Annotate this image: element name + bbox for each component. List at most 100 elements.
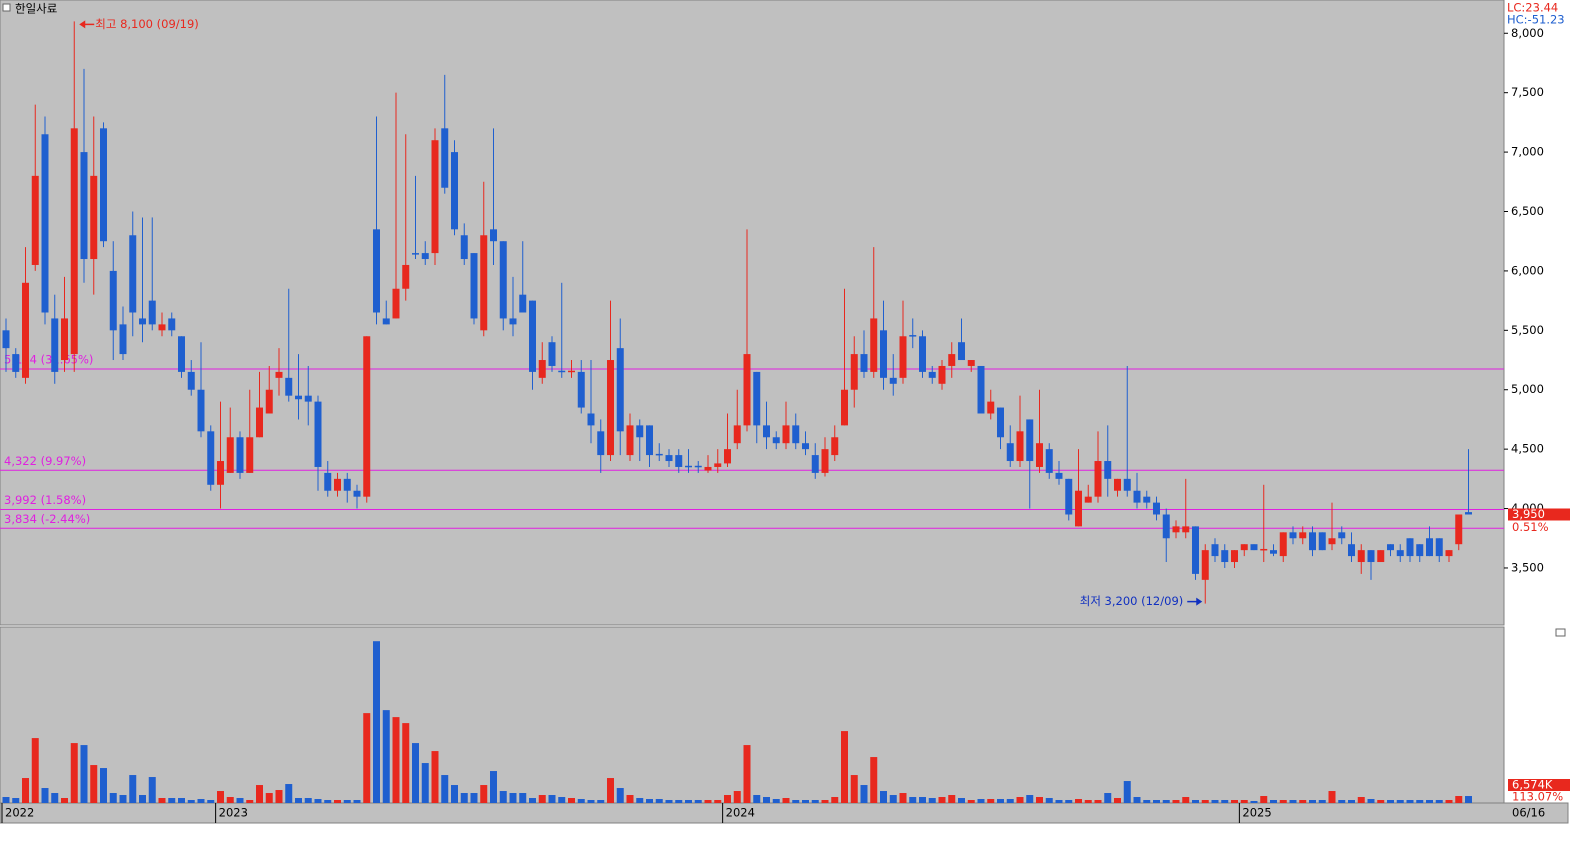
volume-bar [967, 800, 975, 803]
volume-bar [841, 731, 848, 803]
volume-bar [792, 800, 800, 803]
volume-bar [295, 798, 302, 803]
candle-body [441, 128, 449, 188]
volume-bar [1299, 800, 1307, 803]
volume-bar [392, 717, 400, 803]
candle-body [841, 389, 848, 426]
volume-bar [743, 745, 751, 803]
volume-bar [987, 799, 995, 803]
volume-bar [1123, 781, 1131, 803]
volume-bar [431, 751, 439, 803]
candle-body [148, 300, 156, 325]
candle-body [870, 318, 878, 372]
candle-body [12, 354, 20, 372]
x-tick-label: 2024 [726, 806, 755, 820]
candle-body [460, 235, 468, 260]
candle-body [1289, 532, 1297, 539]
volume-bar [148, 777, 156, 803]
volume-pane [0, 626, 1505, 804]
volume-bar [880, 791, 887, 803]
volume-bar [31, 738, 39, 803]
volume-bar [1289, 800, 1297, 803]
volume-bar [265, 793, 273, 803]
candle-body [880, 330, 887, 378]
last-price-change: 0.51% [1512, 520, 1549, 534]
candle-body [558, 370, 566, 373]
candle-body [792, 425, 800, 444]
candle-body [392, 288, 400, 319]
candle-body [178, 336, 185, 372]
annotation-arrowhead [79, 20, 86, 29]
candle-body [402, 264, 410, 289]
candle-body [909, 335, 917, 337]
candle-body [1211, 544, 1219, 557]
candle-body [568, 370, 575, 373]
candle-body [948, 354, 956, 366]
candle-body [655, 453, 663, 456]
candle-body [1377, 550, 1385, 563]
volume-bar [753, 795, 761, 803]
volume-bar [948, 795, 956, 803]
candle-body [509, 318, 517, 325]
candle-body [1406, 538, 1414, 557]
y-tick-label: 6,000 [1511, 263, 1544, 277]
candle-body [314, 401, 322, 467]
pane-button[interactable] [1555, 628, 1566, 637]
candle-body [967, 360, 975, 366]
volume-bar [1387, 800, 1394, 803]
volume-bar [139, 795, 146, 803]
volume-bar [850, 775, 858, 803]
candle-body [753, 371, 761, 426]
candle-body [236, 437, 244, 473]
candle-body [2, 330, 10, 349]
volume-bar [1367, 799, 1375, 803]
candle-body [831, 437, 839, 456]
candle-body [343, 478, 351, 491]
y-tick-label: 7,000 [1511, 145, 1544, 159]
candle-body [1172, 526, 1180, 533]
checkbox[interactable] [2, 3, 11, 12]
candle-body [724, 449, 731, 464]
candle-body [1357, 550, 1365, 563]
candle-body [1348, 544, 1355, 557]
y-tick-label: 8,000 [1511, 26, 1544, 40]
candle-body [1133, 490, 1141, 503]
candle-body [217, 461, 224, 485]
volume-bar [655, 799, 663, 803]
candle-body [1153, 502, 1160, 515]
price-line-label: 3,834 (-2.44%) [4, 512, 90, 526]
candle-body [1367, 550, 1375, 563]
candle-body [431, 140, 439, 254]
volume-bar [1309, 800, 1316, 803]
candle-body [41, 134, 49, 313]
candle-body [324, 472, 332, 491]
volume-bar [100, 768, 107, 803]
volume-bar [704, 800, 712, 803]
volume-bar [772, 799, 780, 803]
volume-bar [1162, 800, 1170, 803]
volume-bar [343, 800, 351, 803]
annotation-arrowhead [1196, 597, 1203, 606]
candle-body [763, 425, 770, 438]
volume-bar [119, 795, 127, 803]
candle-body [889, 377, 897, 384]
candle-body [31, 175, 39, 265]
volume-bar [22, 778, 29, 803]
candle-body [616, 348, 624, 432]
candle-body [1309, 532, 1316, 551]
volume-bar [1357, 797, 1365, 803]
candle-body [1045, 449, 1053, 473]
volume-bar [509, 793, 517, 803]
candle-body [714, 463, 722, 467]
candle-body [821, 449, 829, 473]
candle-body [197, 389, 205, 432]
candle-body [733, 425, 741, 444]
volume-bar [421, 763, 429, 803]
volume-bar [314, 799, 322, 803]
volume-bar [763, 797, 770, 803]
candle-body [451, 152, 458, 230]
volume-bar [1240, 800, 1248, 803]
candle-body [363, 336, 371, 497]
volume-bar [490, 771, 497, 803]
